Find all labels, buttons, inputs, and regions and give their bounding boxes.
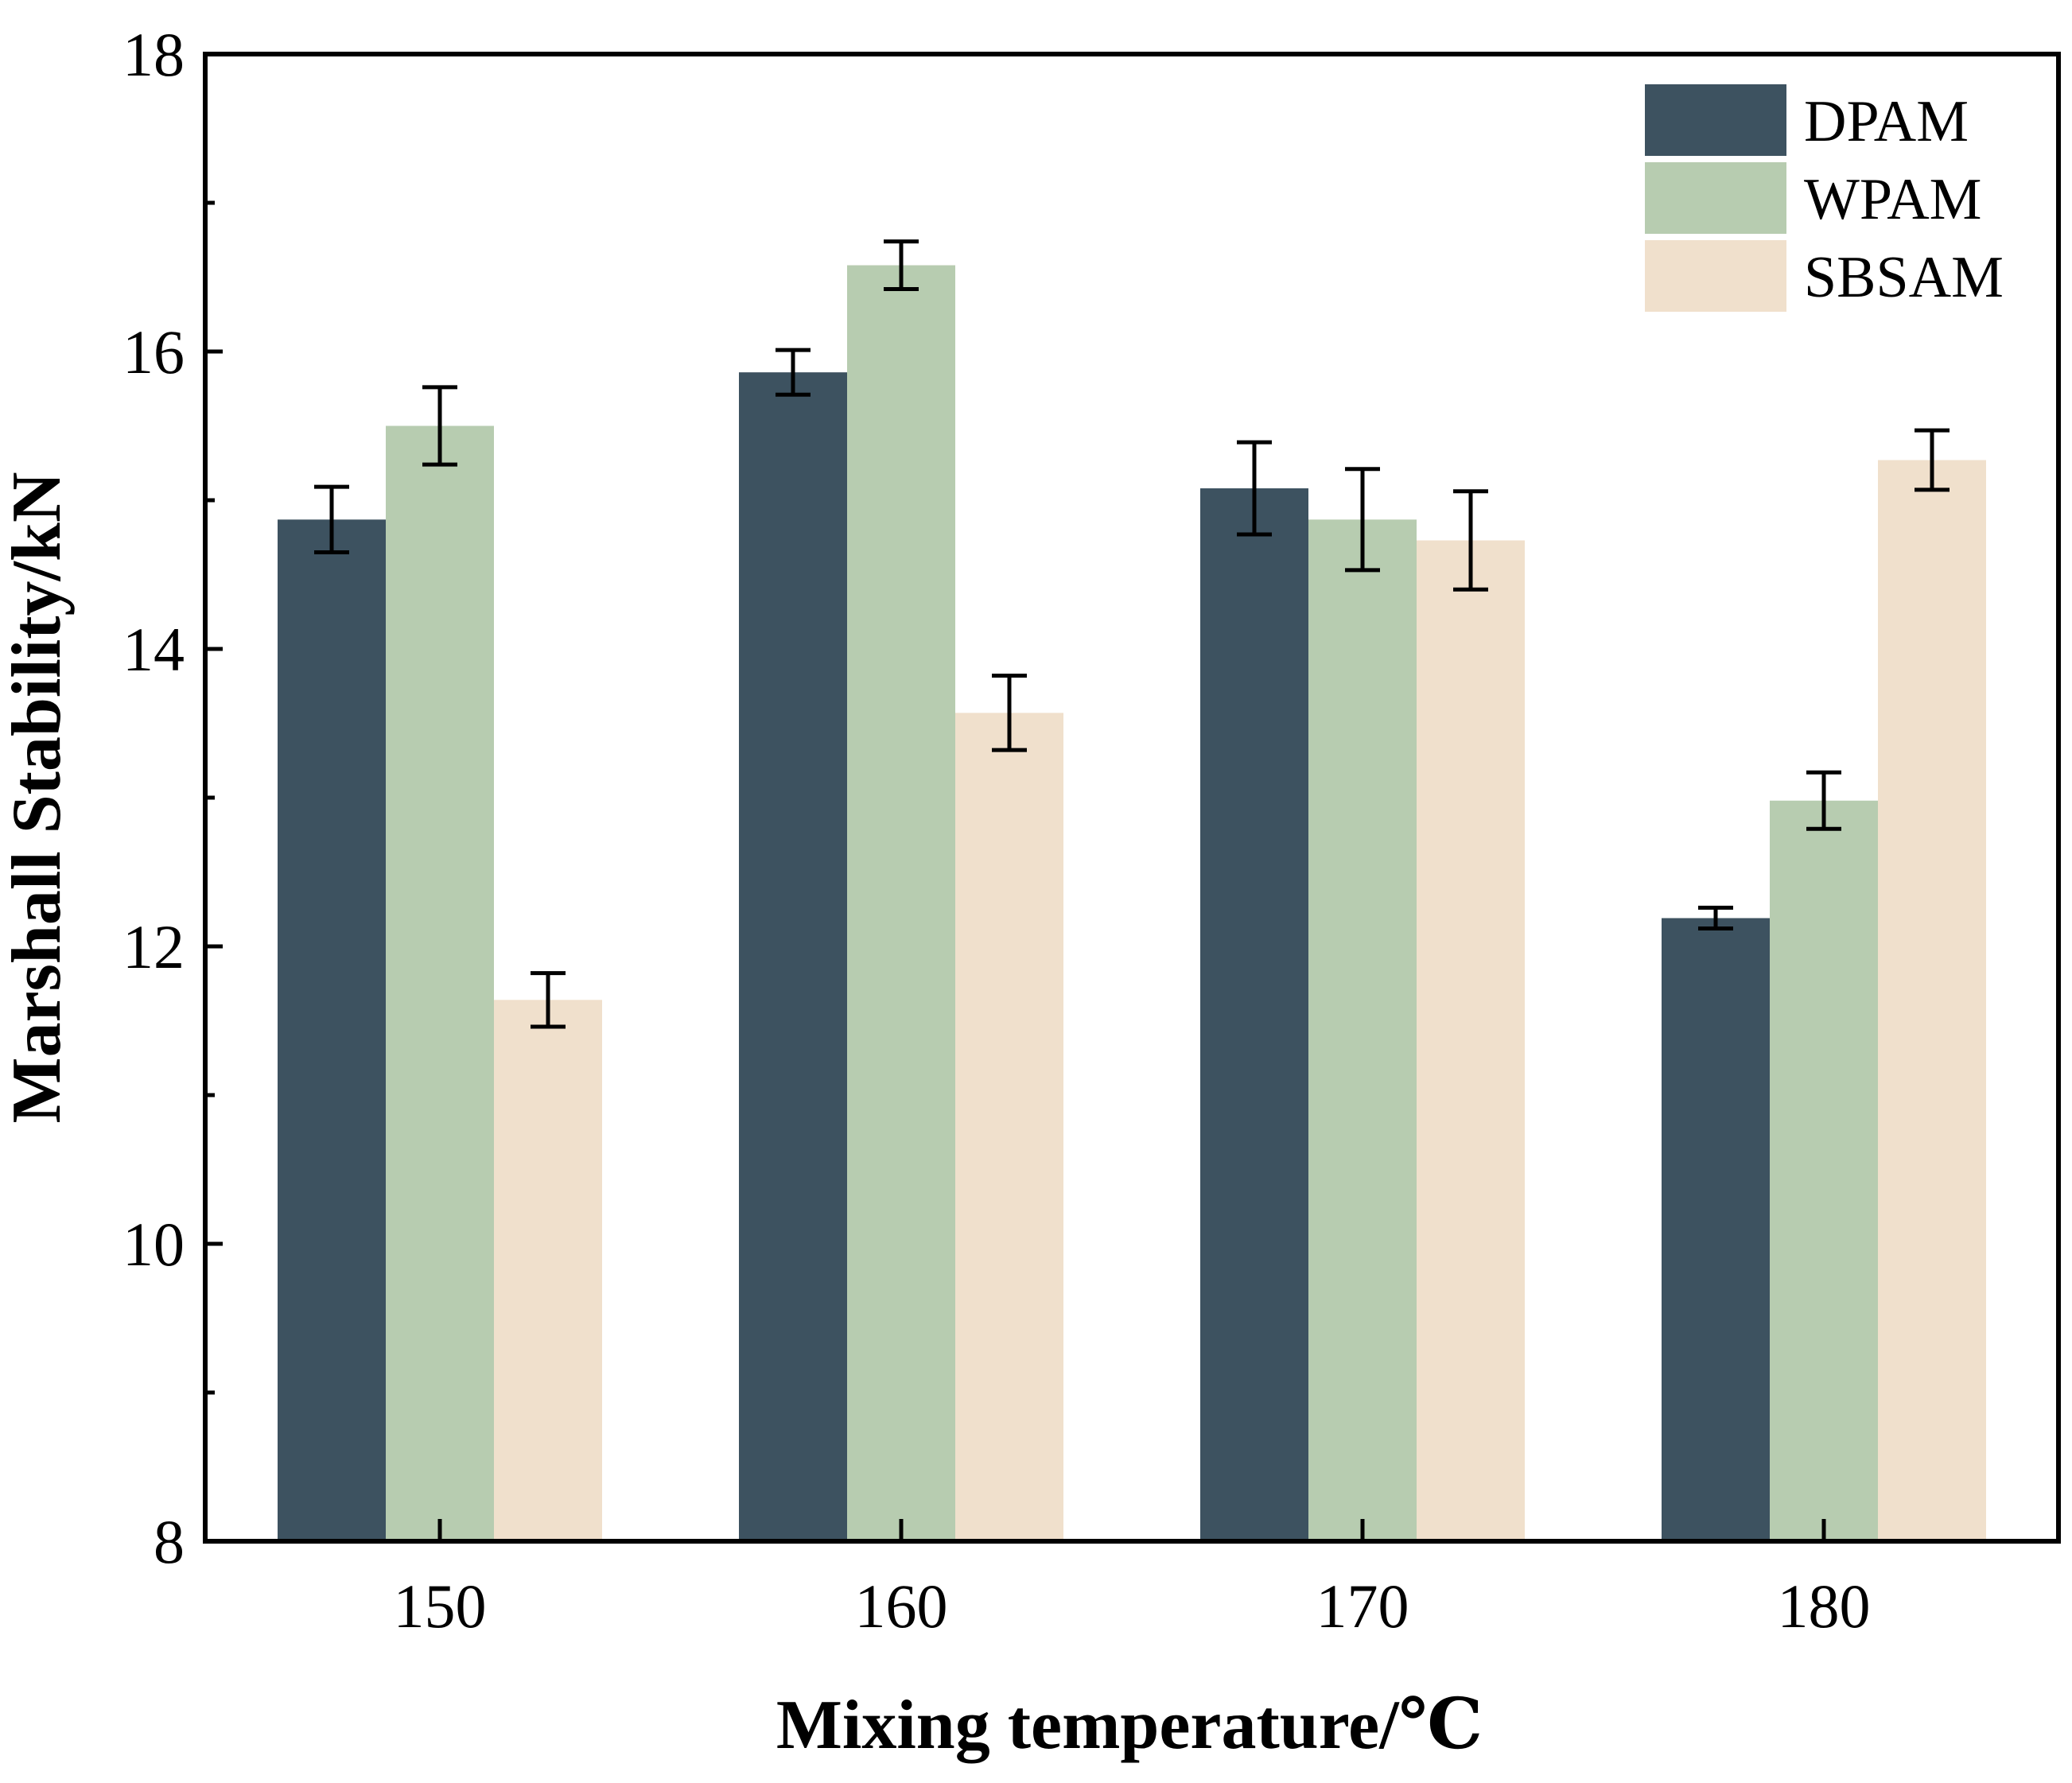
legend-item-sbsam: SBSAM bbox=[1645, 240, 2004, 312]
error-bar-dpam-180 bbox=[1698, 905, 1733, 931]
error-bar-sbsam-150 bbox=[531, 971, 566, 1029]
x-tick-label-160: 160 bbox=[855, 1571, 948, 1641]
bar-sbsam-180 bbox=[1878, 460, 1986, 1541]
legend-label: WPAM bbox=[1804, 167, 1981, 232]
x-ticks: 150 160 170 180 bbox=[394, 1519, 1871, 1641]
legend-item-wpam: WPAM bbox=[1645, 162, 1981, 234]
bar-dpam-160 bbox=[739, 372, 847, 1542]
error-bar-dpam-150 bbox=[314, 484, 349, 554]
legend-label: DPAM bbox=[1804, 89, 1969, 154]
y-tick-label: 16 bbox=[122, 317, 185, 387]
error-bar-dpam-170 bbox=[1237, 440, 1272, 537]
x-tick-label-150: 150 bbox=[394, 1571, 487, 1641]
x-axis-title: Mixing temperature/℃ bbox=[776, 1687, 1483, 1764]
error-bar-wpam-180 bbox=[1806, 770, 1841, 831]
error-bar-sbsam-180 bbox=[1915, 428, 1950, 492]
y-tick-label: 10 bbox=[122, 1210, 185, 1279]
bar-wpam-150 bbox=[386, 425, 494, 1541]
x-tick-label-180: 180 bbox=[1778, 1571, 1871, 1641]
bar-sbsam-150 bbox=[494, 1000, 602, 1541]
bar-dpam-180 bbox=[1662, 918, 1770, 1541]
legend-swatch bbox=[1645, 162, 1786, 234]
error-bar-sbsam-160 bbox=[992, 674, 1027, 752]
error-bars-layer bbox=[314, 239, 1950, 1029]
y-tick-label: 8 bbox=[154, 1507, 185, 1576]
bar-dpam-150 bbox=[278, 519, 386, 1541]
error-bar-wpam-150 bbox=[422, 385, 457, 467]
error-bar-dpam-160 bbox=[776, 348, 811, 397]
y-tick-label: 18 bbox=[122, 20, 185, 89]
bars-layer bbox=[278, 265, 1986, 1542]
legend: DPAM WPAM SBSAM bbox=[1645, 84, 2004, 312]
y-tick-label: 14 bbox=[122, 615, 185, 684]
y-axis-title: Marshall Stability/kN bbox=[0, 472, 76, 1124]
legend-item-dpam: DPAM bbox=[1645, 84, 1969, 156]
legend-label: SBSAM bbox=[1804, 245, 2004, 310]
y-tick-label: 12 bbox=[122, 912, 185, 981]
bar-wpam-160 bbox=[847, 265, 955, 1541]
bar-dpam-170 bbox=[1200, 488, 1308, 1541]
bar-wpam-180 bbox=[1770, 800, 1878, 1541]
error-bar-wpam-160 bbox=[884, 239, 919, 291]
y-ticks: 8 10 12 14 16 18 bbox=[122, 20, 223, 1576]
bar-wpam-170 bbox=[1308, 519, 1417, 1541]
legend-swatch bbox=[1645, 84, 1786, 156]
bar-sbsam-160 bbox=[955, 713, 1063, 1542]
x-tick-label-170: 170 bbox=[1316, 1571, 1409, 1641]
bar-sbsam-170 bbox=[1417, 540, 1525, 1541]
error-bar-sbsam-170 bbox=[1453, 489, 1488, 592]
error-bar-wpam-170 bbox=[1345, 467, 1380, 573]
legend-swatch bbox=[1645, 240, 1786, 312]
